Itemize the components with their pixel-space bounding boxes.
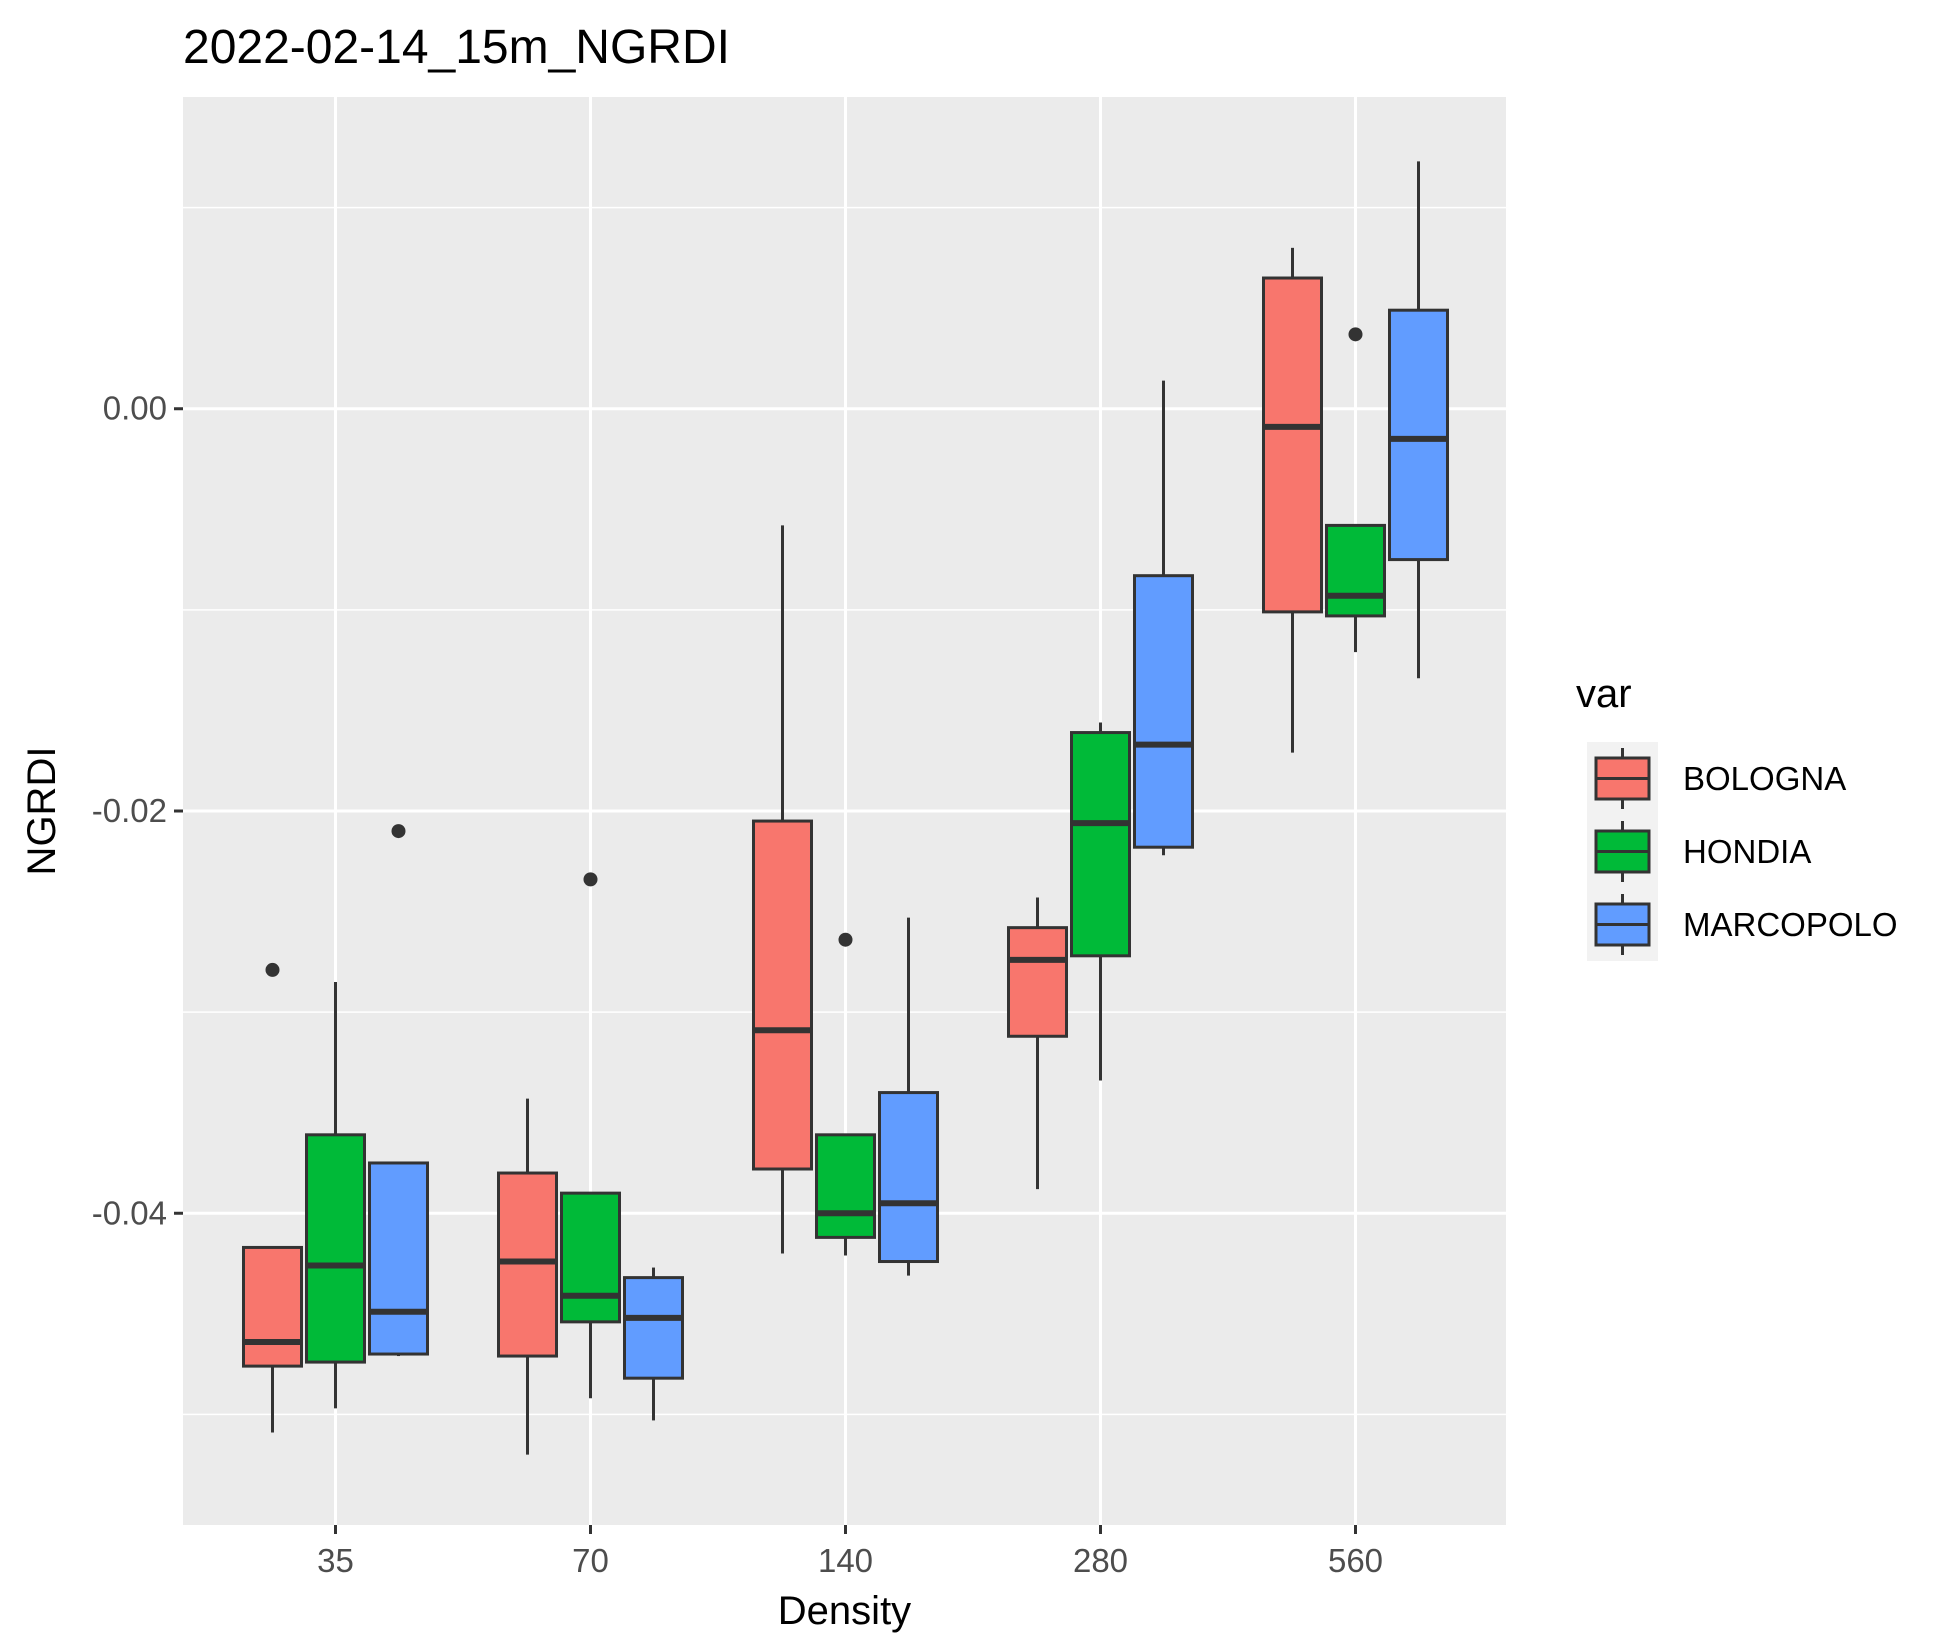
legend: var BOLOGNA HONDIA MARCOPOLO bbox=[1576, 672, 1898, 961]
x-tick-label: 70 bbox=[572, 1542, 609, 1579]
x-tick-label: 280 bbox=[1073, 1542, 1128, 1579]
box-marcopolo-280 bbox=[1133, 380, 1194, 856]
box-bologna-560 bbox=[1262, 247, 1323, 753]
y-tick-label: -0.02 bbox=[92, 792, 167, 829]
box-body bbox=[878, 1091, 939, 1264]
box-body bbox=[1262, 276, 1323, 614]
legend-key-bologna: BOLOGNA bbox=[1587, 742, 1846, 815]
chart-title: 2022-02-14_15m_NGRDI bbox=[183, 21, 730, 74]
box-series bbox=[242, 161, 1449, 1455]
y-axis-ticks: 0.00 -0.02 -0.04 bbox=[92, 390, 183, 1231]
box-body bbox=[242, 1245, 303, 1368]
box-body bbox=[1325, 523, 1386, 618]
legend-key-hondia: HONDIA bbox=[1587, 815, 1811, 888]
x-axis-ticks: 35 70 140 280 560 bbox=[317, 1525, 1383, 1579]
x-axis-title: Density bbox=[778, 1589, 911, 1633]
legend-label: HONDIA bbox=[1683, 833, 1811, 870]
box-body bbox=[368, 1161, 429, 1356]
box-bologna-35 bbox=[242, 962, 303, 1433]
legend-title: var bbox=[1576, 672, 1632, 716]
box-bologna-70 bbox=[497, 1098, 558, 1455]
outlier-point bbox=[1348, 327, 1363, 342]
box-body bbox=[623, 1276, 684, 1380]
outlier-point bbox=[838, 932, 853, 947]
legend-label: BOLOGNA bbox=[1683, 760, 1846, 797]
box-hondia-140 bbox=[815, 932, 876, 1256]
box-body bbox=[1070, 731, 1131, 958]
box-bologna-140 bbox=[752, 525, 813, 1254]
box-body bbox=[497, 1171, 558, 1358]
legend-keys: BOLOGNA HONDIA MARCOPOLO bbox=[1587, 742, 1898, 961]
box-marcopolo-560 bbox=[1388, 161, 1449, 679]
box-hondia-70 bbox=[560, 872, 621, 1399]
box-body bbox=[1133, 574, 1194, 849]
x-tick-label: 35 bbox=[317, 1542, 354, 1579]
box-bologna-280 bbox=[1007, 897, 1068, 1190]
box-body bbox=[1388, 308, 1449, 562]
x-tick-label: 140 bbox=[818, 1542, 873, 1579]
box-body bbox=[815, 1133, 876, 1239]
box-body bbox=[752, 819, 813, 1171]
legend-label: MARCOPOLO bbox=[1683, 906, 1898, 943]
box-body bbox=[305, 1133, 366, 1364]
box-hondia-560 bbox=[1325, 327, 1386, 653]
box-hondia-280 bbox=[1070, 722, 1131, 1081]
outlier-point bbox=[583, 872, 598, 887]
box-hondia-35 bbox=[305, 981, 366, 1409]
outlier-point bbox=[391, 824, 406, 839]
y-axis-title: NGRDI bbox=[20, 747, 64, 876]
legend-key-marcopolo: MARCOPOLO bbox=[1587, 888, 1898, 961]
y-tick-label: -0.04 bbox=[92, 1194, 167, 1231]
box-body bbox=[560, 1191, 621, 1324]
outlier-point bbox=[265, 962, 280, 977]
y-tick-label: 0.00 bbox=[103, 390, 167, 427]
box-marcopolo-35 bbox=[368, 824, 429, 1357]
box-body bbox=[1007, 926, 1068, 1038]
x-tick-label: 560 bbox=[1328, 1542, 1383, 1579]
box-marcopolo-70 bbox=[623, 1267, 684, 1421]
box-marcopolo-140 bbox=[878, 917, 939, 1276]
